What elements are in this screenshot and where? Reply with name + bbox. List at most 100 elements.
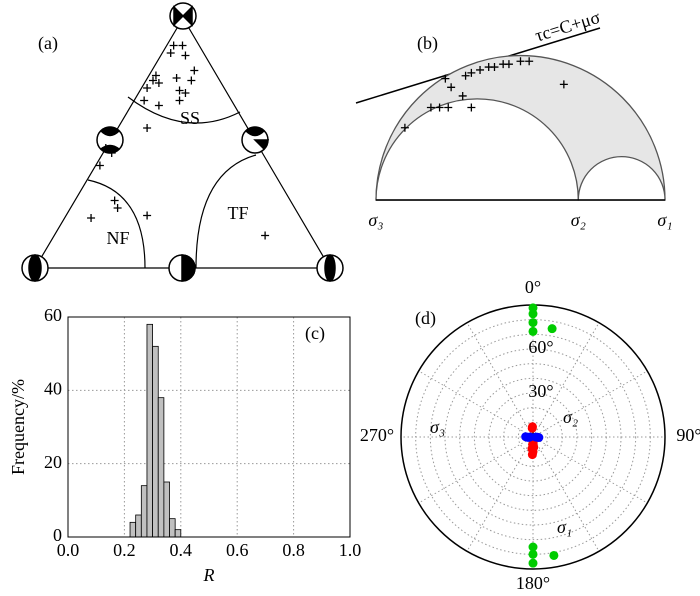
cross-marker: [490, 63, 499, 72]
cross-marker: [151, 71, 160, 80]
bar: [135, 514, 142, 538]
cross-marker: [187, 76, 196, 85]
bar: [157, 397, 165, 538]
data-point: [528, 303, 538, 313]
y-tick-label: 0: [53, 525, 62, 545]
plot-frame: [67, 316, 351, 538]
cross-marker: [261, 231, 270, 240]
grid-spoke: [532, 436, 648, 504]
y-tick-label: 20: [44, 452, 62, 472]
radial-label: 60°: [528, 337, 553, 357]
angle-label: 0°: [525, 277, 541, 297]
cross-marker: [169, 41, 178, 50]
data-point: [531, 432, 541, 442]
region-label: NF: [106, 228, 129, 248]
bar: [174, 529, 182, 538]
cross-marker: [175, 96, 184, 105]
cross-marker: [441, 74, 450, 83]
cross-marker: [154, 101, 163, 110]
panel-label: (d): [415, 308, 436, 329]
series-label: σ₁: [557, 517, 572, 537]
cross-marker: [143, 211, 152, 220]
cross-marker: [447, 83, 456, 92]
data-point: [527, 422, 537, 432]
cross-marker: [143, 84, 152, 92]
cross-marker: [143, 124, 152, 132]
radial-label: 30°: [528, 381, 553, 401]
cross-marker: [101, 144, 110, 152]
x-tick-label: 0.0: [57, 540, 80, 560]
cross-marker: [140, 96, 149, 105]
cross-marker: [154, 79, 163, 87]
panel-label: (c): [305, 323, 325, 344]
angle-label: 270°: [360, 425, 394, 445]
cross-marker: [175, 86, 184, 95]
cross-marker: [178, 41, 187, 50]
y-axis-label: Frequency/%: [8, 379, 28, 475]
cross-marker: [110, 196, 119, 205]
y-tick-label: 60: [44, 305, 62, 325]
mohr-circle: [375, 98, 579, 201]
mohr-circle: [577, 156, 666, 201]
bar: [140, 485, 148, 538]
bar: [169, 518, 176, 538]
x-tick-label: 0.2: [113, 540, 136, 560]
angle-label: 180°: [516, 573, 550, 593]
annotation: τc=C+μσ: [533, 7, 603, 46]
cross-marker: [444, 103, 453, 112]
panel-label: (a): [38, 33, 58, 54]
cross-marker: [149, 76, 157, 85]
bar: [152, 345, 159, 538]
cross-marker: [400, 123, 409, 132]
cross-marker: [166, 49, 175, 57]
cross-marker: [190, 66, 199, 75]
series-label: σ₂: [563, 407, 578, 427]
cross-marker: [181, 51, 190, 60]
cross-marker: [426, 103, 435, 112]
x-axis-label: R: [203, 565, 215, 585]
data-point: [547, 324, 557, 334]
cross-marker: [95, 161, 104, 170]
data-point: [528, 558, 538, 568]
cross-marker: [476, 65, 485, 74]
data-point: [528, 542, 538, 552]
region-label: TF: [227, 203, 248, 223]
cross-marker: [559, 80, 568, 89]
bar: [163, 481, 170, 538]
data-point: [528, 549, 538, 559]
data-point: [528, 326, 538, 336]
cross-marker: [467, 103, 476, 112]
x-tick-label: 1.0: [339, 540, 362, 560]
angle-label: 90°: [676, 425, 700, 445]
cross-marker: [87, 214, 96, 222]
x-tick-label: σ₃: [368, 210, 383, 230]
grid-ring: [473, 377, 593, 497]
grid-spoke: [466, 436, 534, 552]
grid-ring: [429, 333, 637, 541]
panel-label: (b): [417, 33, 438, 54]
bar: [129, 521, 137, 538]
cross-marker: [467, 68, 476, 77]
data-point: [549, 550, 559, 560]
data-point: [527, 450, 537, 460]
bar: [146, 323, 154, 538]
cross-marker: [525, 57, 534, 66]
cross-marker: [435, 103, 444, 112]
x-tick-label: σ₁: [657, 210, 672, 230]
cross-marker: [458, 91, 467, 100]
x-tick-label: 0.8: [282, 540, 305, 560]
x-tick-label: 0.6: [226, 540, 249, 560]
data-point: [528, 318, 538, 328]
region-label: SS: [180, 108, 200, 128]
cross-marker: [107, 149, 116, 157]
y-tick-label: 40: [44, 378, 62, 398]
cross-marker: [181, 89, 190, 97]
x-tick-label: 0.4: [170, 540, 193, 560]
x-tick-label: σ₂: [571, 210, 586, 230]
cross-marker: [504, 60, 513, 69]
cross-marker: [461, 71, 470, 80]
cross-marker: [516, 57, 525, 66]
cross-marker: [172, 74, 181, 82]
